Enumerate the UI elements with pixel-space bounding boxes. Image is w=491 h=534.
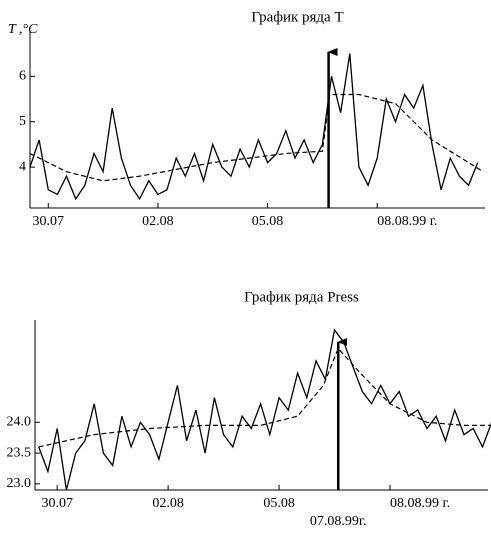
x-tick-label: 08.08.99 г. bbox=[377, 214, 437, 229]
series-line bbox=[38, 328, 491, 491]
series-line bbox=[29, 53, 479, 201]
y-tick-label: 6 bbox=[19, 69, 26, 84]
chart-title: График ряда T bbox=[251, 9, 343, 25]
x-tick-label: 05.08 bbox=[263, 496, 295, 511]
chart-title: График ряда Press bbox=[244, 289, 359, 305]
x-tick-label: 30.07 bbox=[41, 496, 73, 511]
y-tick-label: 24.0 bbox=[7, 415, 32, 430]
y-tick-label: 5 bbox=[19, 114, 26, 129]
x-tick-label: 08.08.99 г. bbox=[390, 496, 450, 511]
x-tick-label: 05.08 bbox=[252, 214, 284, 229]
y-tick-label: 23.0 bbox=[7, 476, 32, 491]
series-line bbox=[29, 93, 484, 182]
series-line bbox=[38, 347, 491, 448]
y-tick-label: 4 bbox=[19, 159, 26, 174]
y-axis-label: T ,°C bbox=[8, 22, 38, 37]
y-tick-label: 23.5 bbox=[7, 445, 32, 460]
annotation: 07.08.99г. bbox=[310, 514, 367, 529]
x-tick-label: 30.07 bbox=[33, 214, 65, 229]
x-tick-label: 02.08 bbox=[152, 496, 184, 511]
x-tick-label: 02.08 bbox=[142, 214, 174, 229]
